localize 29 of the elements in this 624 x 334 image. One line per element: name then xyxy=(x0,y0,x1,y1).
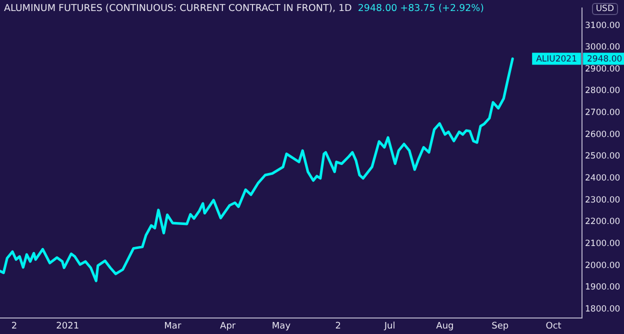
chart-title: ALUMINUM FUTURES (CONTINUOUS: CURRENT CONTRACT IN FRONT), 1D xyxy=(4,3,352,14)
x-tick-label: 2 xyxy=(335,322,342,332)
y-tick-label: 2200.00 xyxy=(585,217,620,228)
y-tick-label: 1900.00 xyxy=(585,282,620,293)
y-tick-label: 2400.00 xyxy=(585,174,620,184)
y-tick-label: 1800.00 xyxy=(585,304,620,314)
x-tick-label: Aug xyxy=(436,322,454,332)
y-tick-label: 2300.00 xyxy=(585,195,620,206)
chart-subtitle: 2948.00 +83.75 (+2.92%) xyxy=(358,3,484,14)
y-tick-label: 3100.00 xyxy=(585,20,620,31)
annotation: ALIU2021 xyxy=(536,54,578,64)
x-tick-label: 2 xyxy=(11,322,18,332)
y-axis-title: USD xyxy=(592,3,618,15)
x-tick-label: Mar xyxy=(164,322,182,332)
y-tick-label: 2900.00 xyxy=(585,64,620,74)
x-tick-label: Oct xyxy=(546,322,562,332)
x-tick-label: May xyxy=(272,322,292,332)
y-tick-label: 2800.00 xyxy=(585,86,620,96)
x-tick-label: Apr xyxy=(220,322,236,332)
x-tick-label: Jul xyxy=(383,322,396,332)
y-tick-label: 2100.00 xyxy=(585,239,620,249)
y-tick-label: 2700.00 xyxy=(585,108,620,118)
y-tick-label: 2000.00 xyxy=(585,260,620,271)
x-tick-label: 2021 xyxy=(56,322,80,332)
y-tick-label: 2600.00 xyxy=(585,130,620,140)
text: 2948.00 xyxy=(587,54,622,64)
y-tick-label: 2500.00 xyxy=(585,152,620,162)
y-tick-label: 3000.00 xyxy=(585,42,620,53)
x-tick-label: Sep xyxy=(492,322,509,332)
